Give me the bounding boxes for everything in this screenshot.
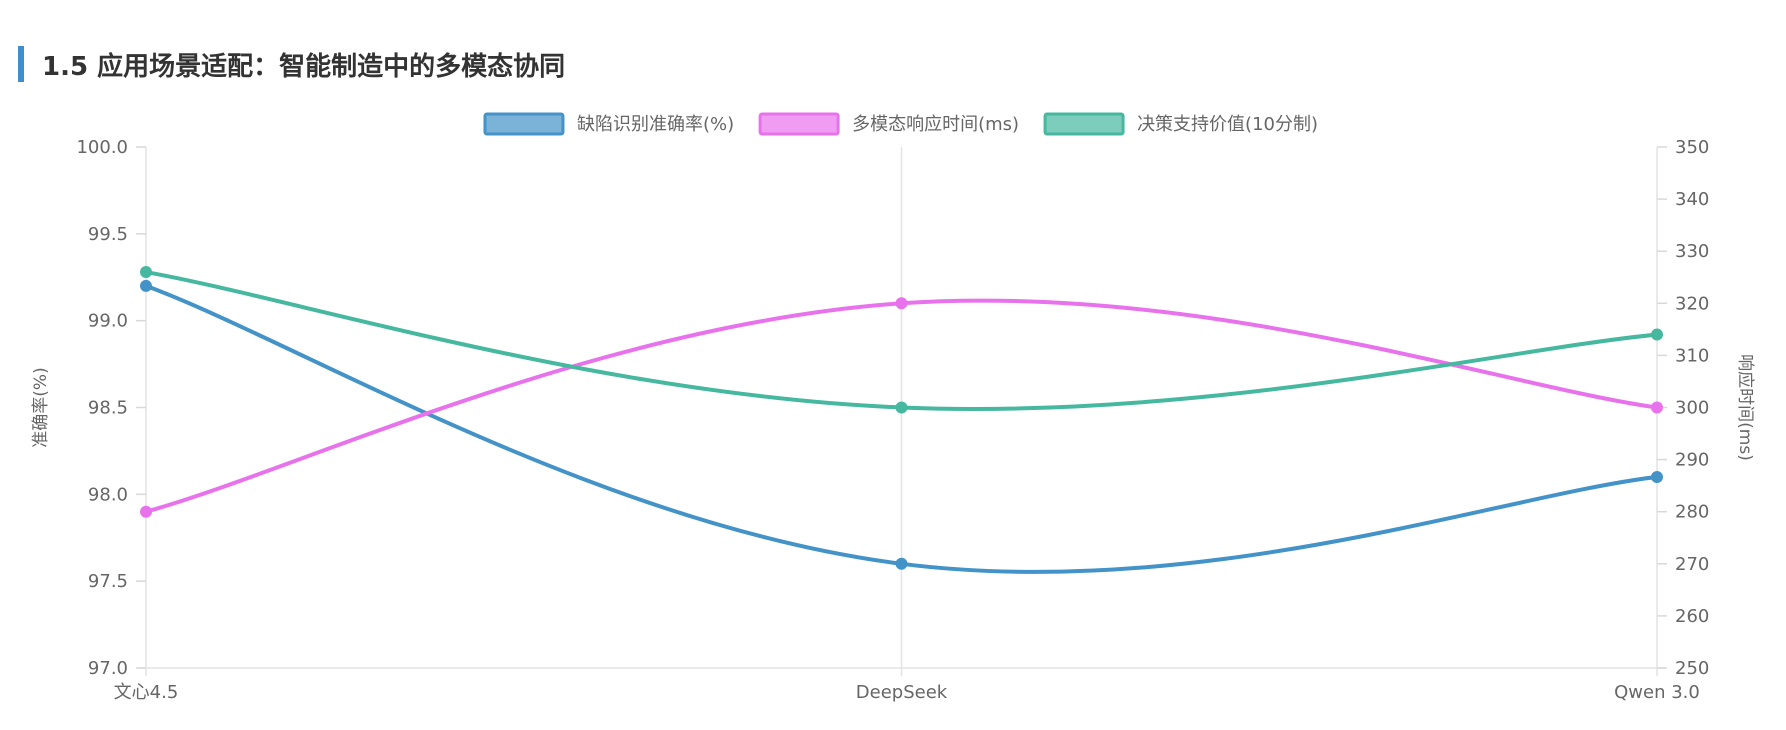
- series-point-1[interactable]: [895, 557, 908, 570]
- y-left-tick-label: 99.0: [88, 311, 128, 332]
- y-right-axis-title: 响应时间(ms): [1735, 354, 1755, 461]
- series-point-2[interactable]: [140, 505, 152, 518]
- series-layer: [140, 266, 1663, 574]
- y-left-tick-label: 98.5: [88, 398, 128, 419]
- y-left-tick-label: 98.0: [88, 484, 128, 505]
- y-left-tick-label: 100.0: [76, 137, 128, 158]
- y-right-tick-label: 310: [1675, 345, 1709, 366]
- y-right-tick-label: 260: [1675, 606, 1709, 627]
- x-tick-label: DeepSeek: [856, 682, 948, 703]
- y-right-tick-label: 250: [1675, 658, 1709, 679]
- y-right-tick-label: 270: [1675, 554, 1709, 575]
- y-left-tick-label: 99.5: [88, 224, 128, 245]
- legend-item-1[interactable]: 缺陷识别准确率(%): [483, 112, 734, 136]
- legend-item-3[interactable]: 决策支持价值(10分制): [1043, 112, 1318, 136]
- legend: 缺陷识别准确率(%) 多模态响应时间(ms) 决策支持价值(10分制): [483, 112, 1318, 136]
- y-right-tick-label: 280: [1675, 502, 1709, 523]
- legend-swatch: [483, 112, 565, 136]
- legend-swatch: [758, 112, 840, 136]
- legend-swatch: [1043, 112, 1125, 136]
- y-right-tick-label: 330: [1675, 241, 1709, 262]
- legend-label: 缺陷识别准确率(%): [577, 114, 734, 135]
- y-right-tick-label: 300: [1675, 398, 1709, 419]
- y-left-tick-label: 97.0: [88, 658, 128, 679]
- y-left-tick-label: 97.5: [88, 571, 128, 592]
- x-tick-label: 文心4.5: [114, 682, 179, 703]
- y-right-tick-label: 350: [1675, 137, 1709, 158]
- series-point-3[interactable]: [140, 266, 152, 279]
- section-header: 1.5 应用场景适配：智能制造中的多模态协同: [18, 46, 565, 82]
- x-tick-label: Qwen 3.0: [1614, 682, 1700, 703]
- series-point-1[interactable]: [1651, 470, 1663, 483]
- series-point-2[interactable]: [895, 297, 908, 310]
- series-point-1[interactable]: [140, 279, 152, 292]
- series-point-3[interactable]: [1651, 328, 1663, 341]
- axis-layer: 97.0 97.5 98.0 98.5 99.0 99.5 100.0 250 260 270 28…: [31, 137, 1755, 703]
- y-right-tick-label: 340: [1675, 189, 1709, 210]
- legend-item-2[interactable]: 多模态响应时间(ms): [758, 112, 1019, 136]
- section-accent-bar: [18, 46, 24, 82]
- series-point-3[interactable]: [895, 401, 908, 414]
- series-point-2[interactable]: [1651, 401, 1663, 414]
- legend-label: 多模态响应时间(ms): [852, 114, 1019, 135]
- y-right-tick-label: 290: [1675, 450, 1709, 471]
- y-right-tick-label: 320: [1675, 293, 1709, 314]
- legend-label: 决策支持价值(10分制): [1137, 114, 1318, 135]
- section-title: 1.5 应用场景适配：智能制造中的多模态协同: [42, 51, 566, 82]
- y-left-axis-title: 准确率(%): [31, 367, 51, 447]
